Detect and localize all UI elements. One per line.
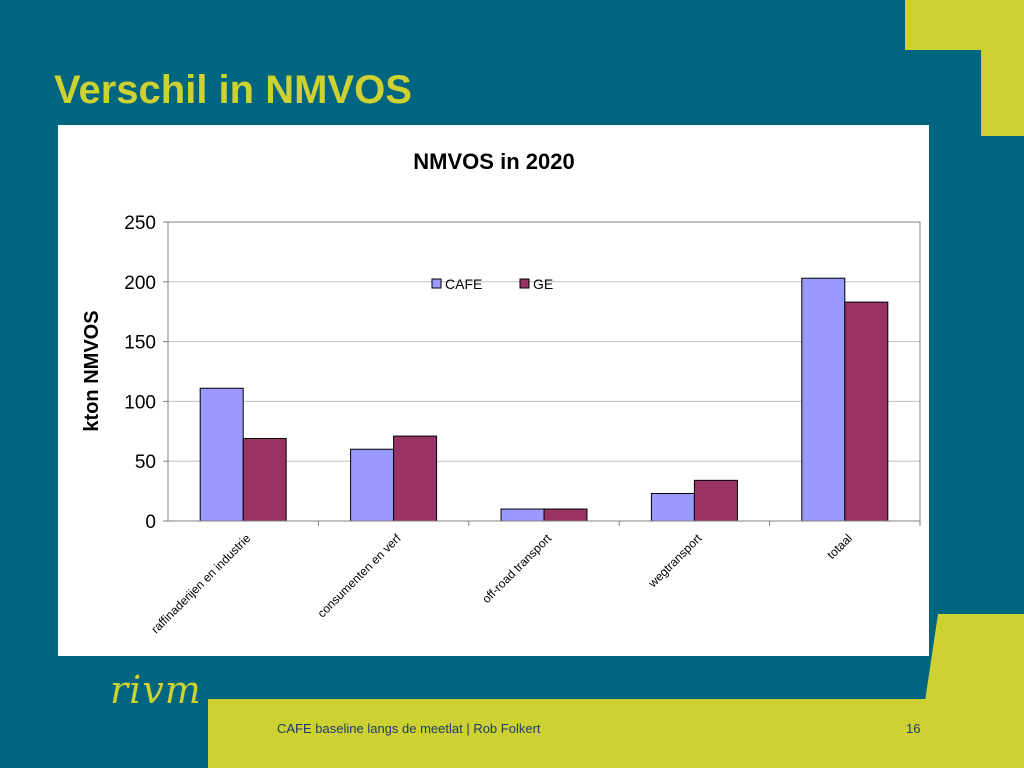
bar-ge-2 — [543, 508, 588, 522]
legend-label-ge: GE — [533, 276, 553, 292]
bar-ge-1 — [393, 435, 438, 522]
footer-text: CAFE baseline langs de meetlat | Rob Fol… — [277, 721, 541, 736]
bars — [199, 277, 889, 522]
y-axis-label: kton NMVOS — [81, 310, 103, 431]
bar-cafe-2 — [500, 508, 545, 522]
bar-cafe-3 — [650, 492, 695, 522]
legend: CAFE GE — [431, 276, 553, 292]
top-right-accent-block-lower — [981, 0, 1024, 136]
y-tick-label: 50 — [135, 452, 156, 473]
y-tick-label: 0 — [145, 512, 156, 533]
y-tick-label: 100 — [124, 392, 156, 413]
rivm-logo: rivm — [110, 668, 202, 712]
chart-panel: NMVOS in 2020 kton NMVOS 0 50 100 150 200 250… — [58, 125, 929, 656]
y-tick-label: 150 — [124, 333, 156, 354]
legend-label-cafe: CAFE — [445, 276, 482, 292]
plot-area-border — [167, 221, 921, 522]
bar-ge-3 — [693, 479, 738, 522]
y-tick-label: 250 — [124, 213, 156, 234]
x-category-label: off-road transport — [479, 531, 554, 606]
x-category-label: consumenten en verf — [315, 531, 405, 621]
y-tick-label: 200 — [124, 273, 156, 294]
footer-band — [208, 699, 1024, 768]
slide-title: Verschil in NMVOS — [54, 68, 412, 112]
x-category-label: raffinaderijen en industrie — [148, 531, 253, 636]
page-number: 16 — [906, 721, 921, 736]
chart-svg: NMVOS in 2020 kton NMVOS 0 50 100 150 200 250… — [81, 149, 921, 636]
x-category-label: wegtransport — [645, 531, 705, 591]
bar-cafe-1 — [350, 448, 395, 522]
bar-cafe-0 — [199, 387, 244, 522]
x-category-label: totaal — [824, 531, 855, 562]
legend-swatch-ge — [519, 278, 530, 289]
bar-ge-0 — [242, 437, 287, 522]
bar-ge-4 — [844, 301, 889, 522]
bar-cafe-4 — [801, 277, 846, 522]
legend-swatch-cafe — [431, 278, 442, 289]
chart-title: NMVOS in 2020 — [413, 149, 574, 174]
